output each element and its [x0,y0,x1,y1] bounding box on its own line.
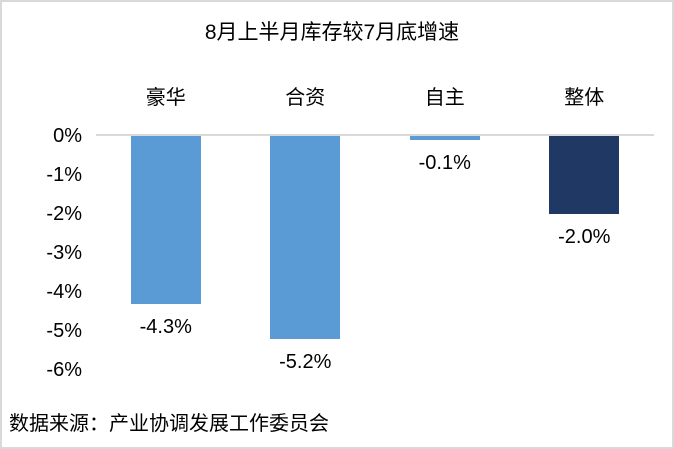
data-label-4: -2.0% [558,226,611,248]
data-label-1: -4.3% [139,316,192,338]
bar-4 [549,136,620,214]
bar-1 [130,136,201,304]
y-tick-label: -5% [46,320,82,342]
chart-title: 8月上半月库存较7月底增速 [204,21,460,44]
y-tick-label: -6% [46,359,82,381]
bar-2 [270,136,341,339]
zero-gridline [96,134,654,136]
y-tick-label: 0% [53,125,82,147]
data-label-2: -5.2% [279,351,332,373]
category-label-4: 整体 [564,87,605,109]
data-label-3: -0.1% [418,152,471,174]
y-tick-label: -4% [46,281,82,303]
y-tick-label: -1% [46,164,82,186]
category-label-2: 合资 [285,87,326,109]
category-label-1: 豪华 [145,87,186,109]
source-note: 数据来源：产业协调发展工作委员会 [9,413,329,435]
bar-3 [409,136,480,140]
category-label-3: 自主 [424,87,465,109]
y-tick-label: -3% [46,242,82,264]
y-tick-label: -2% [46,203,82,225]
